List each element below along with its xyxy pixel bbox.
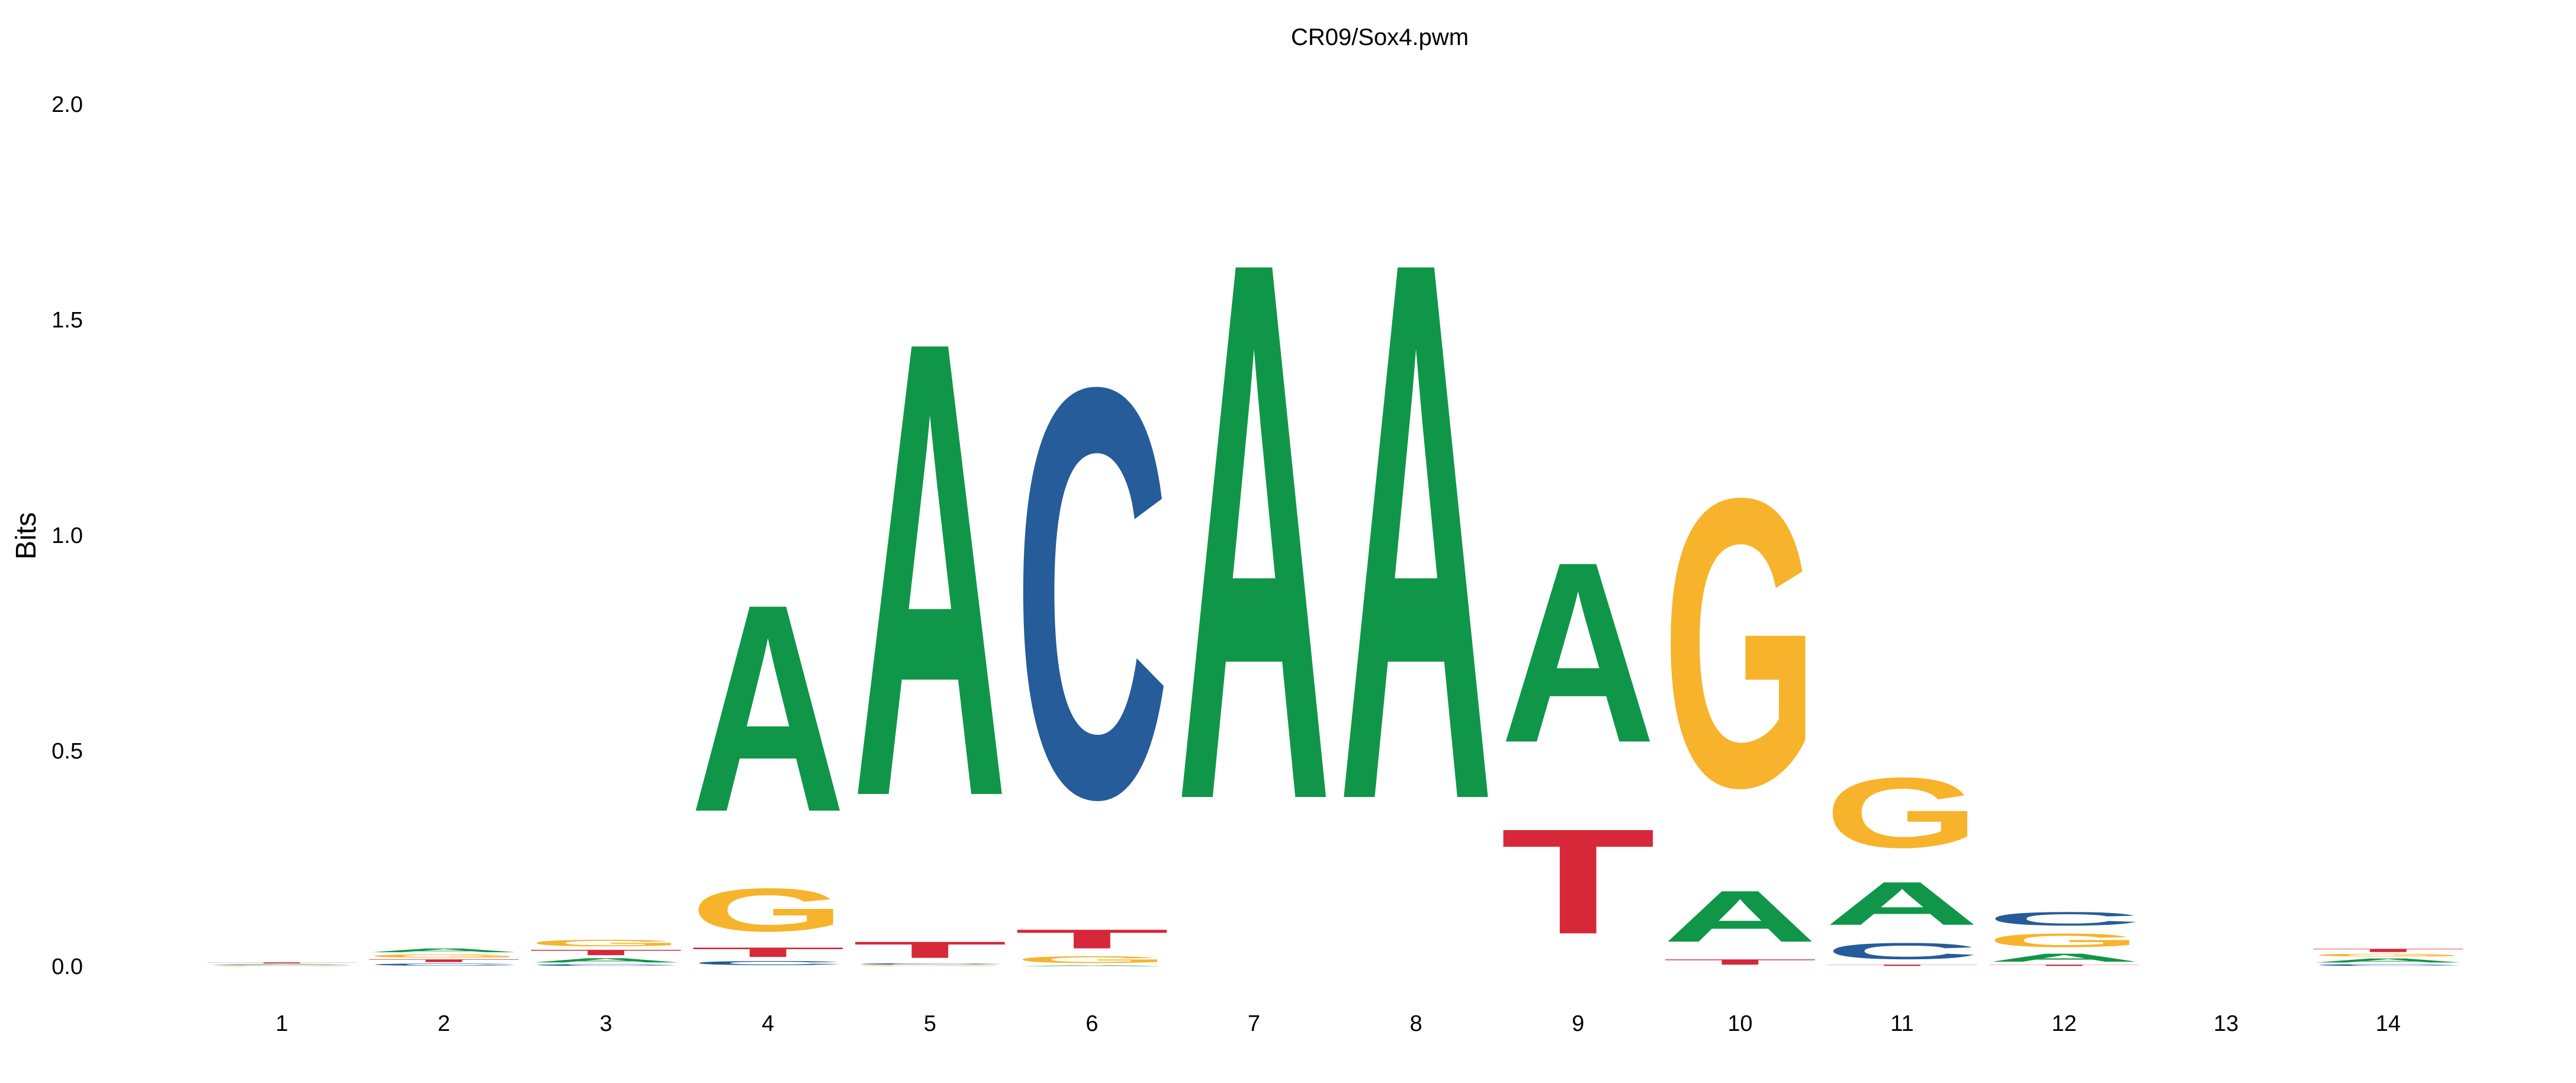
x-tick-label: 13 — [2214, 1011, 2238, 1036]
x-tick-label: 11 — [1890, 1011, 1913, 1036]
logo-letter-c: C — [852, 963, 1007, 965]
y-tick-label: 2.0 — [52, 92, 83, 117]
logo-letter-a: A — [690, 542, 846, 874]
logo-letter-a: A — [1987, 951, 2142, 964]
logo-letter-t: T — [852, 937, 1007, 963]
logo-letter-g: G — [1825, 757, 1980, 869]
logo-letter-g: G — [1987, 930, 2142, 951]
y-tick-label: 1.0 — [52, 523, 83, 548]
x-tick-label: 14 — [2376, 1011, 2401, 1036]
logo-letter-t: T — [1014, 924, 1170, 954]
y-tick-label: 0.0 — [52, 955, 83, 979]
logo-letter-t: T — [528, 948, 683, 957]
logo-letter-a: A — [2311, 957, 2466, 964]
logo-letter-a: A — [528, 957, 683, 964]
logo-letter-c: C — [528, 964, 683, 966]
logo-letter-t: T — [1501, 798, 1656, 966]
logo-letter-a: A — [204, 964, 359, 965]
logo-letter-a: A — [1177, 101, 1332, 960]
logo-letter-t: T — [1825, 964, 1980, 966]
x-tick-label: 6 — [1085, 1011, 1098, 1036]
logo-letter-a: A — [852, 205, 1007, 932]
logo-letter-g: G — [690, 875, 846, 944]
x-tick-label: 5 — [924, 1011, 936, 1036]
logo-letter-c: C — [1987, 908, 2142, 930]
logo-letter-a: A — [1338, 101, 1493, 960]
logo-letter-a: A — [1825, 869, 1980, 938]
logo-letter-a: A — [1014, 965, 1170, 966]
x-tick-label: 3 — [600, 1011, 612, 1036]
x-tick-label: 4 — [762, 1011, 774, 1036]
y-axis-title: Bits — [11, 512, 42, 560]
logo-letter-t: T — [1987, 964, 2142, 966]
logo-letter-t: T — [1662, 957, 1817, 966]
logo-letter-t: T — [690, 945, 846, 960]
logo-letter-c: C — [2311, 964, 2466, 966]
logo-letter-c: C — [1825, 938, 1980, 964]
x-tick-label: 10 — [1727, 1011, 1752, 1036]
x-tick-label: 1 — [275, 1011, 288, 1036]
logo-letter-c: C — [367, 963, 522, 966]
logo-letter-g: G — [528, 938, 683, 948]
y-tick-label: 0.5 — [52, 739, 83, 764]
logo-letter-a: A — [1662, 876, 1817, 957]
x-tick-label: 9 — [1572, 1011, 1584, 1036]
x-tick-label: 7 — [1248, 1011, 1260, 1036]
logo-letter-g: G — [367, 953, 522, 959]
logo-letter-g: G — [1014, 955, 1170, 965]
logo-letter-c: C — [1014, 266, 1170, 920]
logo-letter-g: G — [2311, 953, 2466, 957]
x-tick-label: 8 — [1410, 1011, 1422, 1036]
y-tick-label: 1.5 — [52, 308, 83, 333]
logo-letter-g: G — [852, 965, 1007, 966]
logo-letter-c: C — [690, 960, 846, 966]
x-tick-label: 2 — [438, 1011, 450, 1036]
logo-letter-g: G — [1662, 412, 1817, 873]
y-axis-ticks: 0.0 0.5 1.0 1.5 2.0 — [52, 92, 83, 979]
logo-letter-t: T — [204, 962, 359, 964]
x-tick-label: 12 — [2051, 1011, 2076, 1036]
logo-letter-a: A — [367, 947, 522, 953]
logo-letter-a: A — [1501, 508, 1656, 796]
logo-letter-t: T — [367, 959, 522, 963]
chart-title: CR09/Sox4.pwm — [1291, 24, 1469, 50]
logo-letter-t: T — [2311, 948, 2466, 953]
x-axis-ticks: 1 2 3 4 5 6 7 8 9 10 11 12 13 14 — [275, 1011, 2401, 1036]
